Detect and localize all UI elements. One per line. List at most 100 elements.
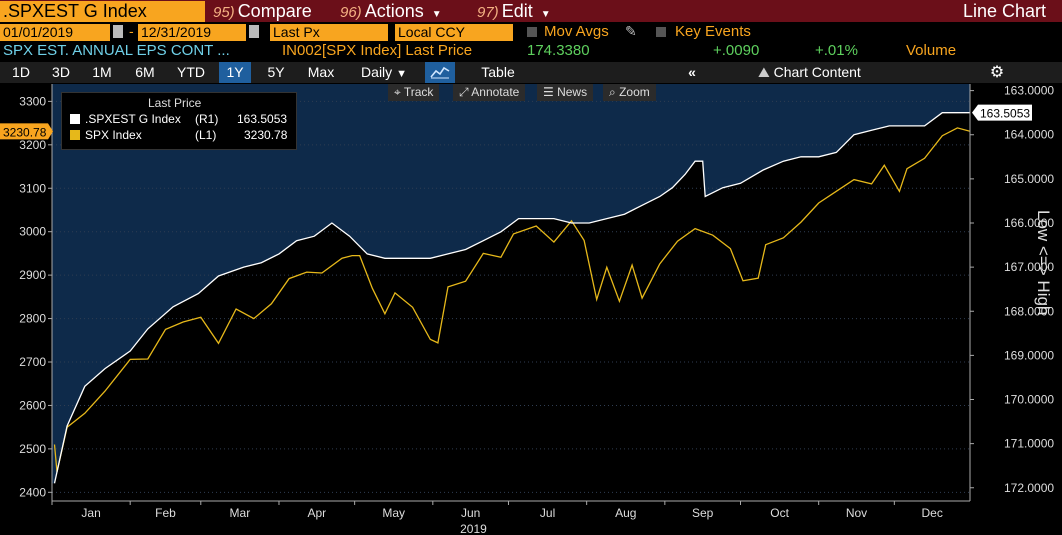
data-point-spx-index — [923, 157, 926, 160]
data-point-spxest — [739, 182, 742, 185]
right-tick-label: 171.0000 — [1004, 437, 1054, 451]
right-current-value-label: 163.5053 — [980, 107, 1030, 121]
chart-content-label: Chart Content — [773, 64, 861, 80]
range-5y-button[interactable]: 5Y — [267, 64, 285, 80]
chart-type-title: Line Chart — [962, 1, 1046, 21]
data-point-spx-index — [595, 298, 598, 301]
data-point-spx-index — [446, 285, 449, 288]
actions-menu[interactable]: 96) Actions ▼ — [340, 0, 442, 22]
calendar-icon[interactable] — [249, 25, 259, 38]
right-tick-label: 164.0000 — [1004, 128, 1054, 142]
price-chart[interactable]: 2400 2500 2600 2700 2800 2900 3000 3100 3200 3300… — [0, 84, 1062, 535]
data-point-spx-index — [411, 306, 414, 309]
edit-number: 97) — [477, 4, 499, 21]
legend-series-axis: (L1) — [195, 128, 217, 142]
edit-menu[interactable]: 97) Edit ▼ — [477, 0, 551, 22]
data-point-spx-index — [870, 182, 873, 185]
left-tick-label: 3100 — [19, 181, 46, 195]
data-point-spxest — [588, 222, 591, 225]
compare-label: Compare — [237, 1, 312, 21]
data-point-spx-index — [905, 167, 908, 170]
data-point-spx-index — [103, 390, 106, 393]
zoom-label: Zoom — [619, 85, 650, 99]
data-point-spx-index — [252, 317, 255, 320]
data-point-spx-index — [711, 234, 714, 237]
end-date-field[interactable]: 12/31/2019 — [138, 24, 246, 41]
data-point-spx-index — [383, 312, 386, 315]
news-icon: ☰ — [543, 85, 558, 99]
chart-content-icon: ⛰ — [758, 64, 774, 80]
data-point-spxest — [383, 257, 386, 260]
x-tick-label: Jul — [540, 506, 555, 520]
change-value: +.0090 — [713, 42, 760, 59]
mov-avgs-checkbox[interactable] — [527, 27, 537, 37]
range-1d-button[interactable]: 1D — [12, 64, 30, 80]
data-point-spxest — [535, 217, 538, 220]
data-point-spx-index — [694, 227, 697, 230]
data-point-spx-index — [535, 225, 538, 228]
chart-content-button[interactable]: ⛰ Chart Content — [758, 62, 898, 83]
track-tool[interactable]: ⌖ Track — [388, 84, 440, 101]
mov-avgs-label[interactable]: Mov Avgs — [544, 23, 609, 40]
ticker-field[interactable]: .SPXEST G Index — [0, 1, 205, 22]
data-point-spx-index — [129, 358, 132, 361]
left-tick-label: 2700 — [19, 355, 46, 369]
zoom-tool[interactable]: ⌕ Zoom — [603, 84, 656, 101]
data-point-spx-index — [676, 240, 679, 243]
line-chart-icon[interactable] — [425, 62, 455, 83]
table-button[interactable]: Table — [481, 64, 515, 80]
left-tick-label: 2800 — [19, 312, 46, 326]
data-point-spx-index — [512, 232, 515, 235]
news-tool[interactable]: ☰ News — [537, 84, 594, 101]
data-point-spx-index — [83, 412, 86, 415]
toolbar — [0, 62, 1062, 83]
range-1y-button[interactable]: 1Y — [219, 62, 251, 83]
range-6m-button[interactable]: 6M — [135, 64, 155, 80]
last-price-value: 174.3380 — [527, 42, 590, 59]
start-date-field[interactable]: 01/01/2019 — [0, 24, 110, 41]
data-point-spxest — [103, 367, 106, 370]
collapse-icon[interactable]: « — [688, 64, 696, 80]
crosshair-icon: ⌖ — [394, 85, 404, 99]
range-3d-button[interactable]: 3D — [52, 64, 70, 80]
currency-select[interactable]: Local CCY — [395, 24, 513, 41]
data-point-spx-index — [164, 328, 167, 331]
data-point-spx-index — [883, 164, 886, 167]
range-max-button[interactable]: Max — [307, 64, 335, 80]
right-tick-label: 167.0000 — [1004, 260, 1054, 274]
data-point-spxest — [701, 160, 704, 163]
data-point-spxest — [552, 217, 555, 220]
gear-icon[interactable]: ⚙ — [989, 64, 1005, 81]
key-events-checkbox[interactable] — [656, 27, 666, 37]
price-field-select[interactable]: Last Px — [270, 24, 388, 41]
data-point-spxest — [146, 327, 149, 330]
data-point-spx-index — [341, 257, 344, 260]
data-point-spxest — [295, 239, 298, 242]
data-point-spx-index — [499, 256, 502, 259]
key-events-label[interactable]: Key Events — [675, 23, 751, 40]
compare-menu[interactable]: 95) Compare — [213, 0, 312, 22]
frequency-label: Daily — [361, 64, 393, 80]
left-tick-label: 3000 — [19, 225, 46, 239]
data-point-spxest — [172, 305, 175, 308]
chevron-down-icon: ▼ — [431, 9, 442, 20]
left-current-value-box — [0, 123, 48, 140]
upper-region-fill — [52, 84, 970, 484]
data-point-spx-index — [729, 247, 732, 250]
data-point-spx-index — [742, 279, 745, 282]
range-ytd-button[interactable]: YTD — [177, 64, 205, 80]
legend-swatch-white — [70, 114, 80, 124]
data-point-spx-index — [217, 342, 220, 345]
legend-series-value: 3230.78 — [244, 128, 288, 142]
range-1m-button[interactable]: 1M — [92, 64, 112, 80]
compare-number: 95) — [213, 4, 235, 21]
data-point-spxest — [888, 124, 891, 127]
annotate-tool[interactable]: ⤢ Annotate — [453, 84, 526, 101]
pct-change-value: +.01% — [815, 42, 858, 59]
calendar-icon[interactable] — [113, 25, 123, 38]
track-label: Track — [403, 85, 434, 99]
pencil-icon[interactable]: ✎ — [625, 23, 637, 39]
data-point-spx-index — [199, 316, 202, 319]
low-high-label: Low <=> High — [1033, 210, 1055, 370]
frequency-select[interactable]: Daily ▼ — [349, 62, 419, 83]
